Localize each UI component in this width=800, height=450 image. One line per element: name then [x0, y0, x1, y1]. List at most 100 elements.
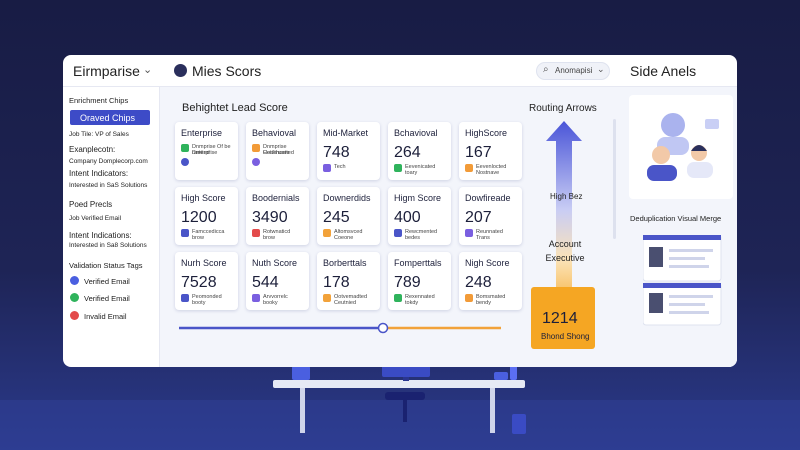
card-value: 1200	[181, 209, 217, 226]
chip-button[interactable]	[70, 110, 150, 125]
card-caption: Dnmprise Of be ruwited	[192, 144, 231, 156]
routing-caption: Bhond Shong	[541, 332, 590, 341]
card-caption: Eevenicated	[405, 164, 436, 170]
score-card[interactable]: Higm Score 400 Rewcmented bedes	[388, 187, 451, 245]
card-icon	[394, 294, 402, 302]
card-caption: Bomsmated	[476, 294, 506, 300]
card-value: 248	[465, 274, 492, 291]
card-value: 167	[465, 144, 492, 161]
score-box	[531, 287, 595, 349]
app-window: Eirmparise ⌄ Mies Scors ⌕ Anomapisi ⌄ Si…	[63, 55, 737, 367]
score-card[interactable]: Mid-Market 748 Tech	[317, 122, 380, 180]
card-label: Boodernials	[252, 193, 300, 203]
enrichment-line: Interested in SaS Solutions	[69, 182, 148, 189]
card-caption: Rewcmented	[405, 229, 438, 235]
card-label: Enterprise	[181, 128, 223, 138]
card-label: Borberttals	[323, 258, 367, 268]
score-card[interactable]: Nigh Score 248 Bomsmated bendy	[459, 252, 522, 310]
card-icon	[181, 144, 189, 152]
valid-icon	[70, 276, 79, 285]
score-card[interactable]: Behavioval Dnmprise Cotteruwited Healthcar…	[246, 122, 309, 180]
card-caption: booty	[192, 300, 206, 306]
card-value: 245	[323, 209, 350, 226]
merge-cards	[643, 235, 722, 326]
card-icon	[465, 164, 473, 172]
section-title: Enrichment Chips	[69, 96, 129, 105]
score-card[interactable]: Downerdids 245 Altomsvced Coeone	[317, 187, 380, 245]
preview-line: Interested in Sa8 Solutions	[69, 242, 147, 249]
score-card[interactable]: Boodernials 3490 Rotwnaticd brow	[246, 187, 309, 245]
routing-arrow	[531, 121, 595, 349]
card-value: 178	[323, 274, 350, 291]
workspace-menu[interactable]: Eirmparise	[73, 63, 140, 79]
card-label: Nigh Score	[465, 258, 510, 268]
card-label: Bchavioval	[394, 128, 438, 138]
card-caption: Coeone	[334, 235, 354, 241]
card-value: 7528	[181, 274, 217, 291]
card-icon	[252, 144, 260, 152]
chair-post	[403, 400, 407, 422]
enrichment-line: Exanplecotn:	[69, 145, 116, 154]
score-card[interactable]: HighScore 167 Eevenlocted Nostnave	[459, 122, 522, 180]
score-card[interactable]: Dowfireade 207 Reunnated Trans	[459, 187, 522, 245]
card-label: High Score	[181, 193, 226, 203]
mug	[494, 372, 508, 380]
card-caption: Trans	[476, 235, 490, 241]
card-value: 207	[465, 209, 492, 226]
chip-button-label: Oraved Chips	[80, 113, 136, 123]
section-title: Validation Status Tags	[69, 261, 143, 270]
card-icon	[323, 294, 331, 302]
scrollbar[interactable]	[613, 119, 616, 239]
preview-line: Job Verified Email	[69, 215, 122, 222]
card-caption: Nostnave	[476, 170, 500, 176]
card-caption: brow	[192, 235, 204, 241]
routing-level: High Bez	[550, 192, 583, 201]
card-label: Behavioval	[252, 128, 297, 138]
card-caption: Rotwnaticd	[263, 229, 291, 235]
card-caption: Rexennated	[405, 294, 435, 300]
card-icon	[465, 229, 473, 237]
card-value: 789	[394, 274, 421, 291]
routing-title: Routing Arrows	[529, 103, 597, 114]
search-box[interactable]	[536, 62, 610, 80]
card-label: Downerdids	[323, 193, 371, 203]
valid-icon	[70, 293, 79, 302]
dedup-title: Deduplication Visual Merge	[630, 214, 722, 223]
search-icon: ⌕	[543, 64, 549, 75]
chevron: ⌄	[597, 64, 605, 74]
card-label: Higm Score	[394, 193, 442, 203]
card-caption: Peomonded	[192, 294, 222, 300]
section-title: Poed Precls	[69, 200, 113, 209]
chair-seat	[385, 392, 425, 400]
card-icon	[394, 229, 402, 237]
card-label: Mid-Market	[323, 128, 369, 138]
score-card[interactable]: Enterprise Dnmprise Of be ruwited Dnterpri…	[175, 122, 238, 180]
slider-knob[interactable]	[377, 322, 389, 334]
score-card[interactable]: Fomperttals 789 Rexennated tokdy	[388, 252, 451, 310]
enrichment-line: Job Tile: VP of Sales	[69, 131, 129, 138]
card-icon	[394, 164, 402, 172]
score-card[interactable]: Borberttals 178 Ootvemadted Ceutnied	[317, 252, 380, 310]
card-caption: toary	[405, 170, 418, 176]
score-card[interactable]: Nuth Score 544 Arvvorrelc booky	[246, 252, 309, 310]
plant-pot	[292, 366, 310, 380]
app-logo	[174, 64, 187, 77]
card-caption: Healthcare	[263, 150, 290, 156]
card-icon	[252, 158, 260, 166]
score-card[interactable]: Bchavioval 264 Eevenicated toary	[388, 122, 451, 180]
card-caption: Tech	[334, 164, 346, 170]
card-caption: Dnmprise Cotteruwited	[263, 144, 294, 156]
desk-leg	[300, 388, 305, 433]
score-card[interactable]: High Score 1200 Famccedicca brow	[175, 187, 238, 245]
tag-label: Verified Email	[84, 294, 130, 303]
score-slider[interactable]	[175, 321, 505, 335]
sidebar	[63, 87, 160, 367]
chevron: ⌄	[143, 64, 153, 76]
card-caption: Reunnated	[476, 229, 503, 235]
card-icon	[181, 229, 189, 237]
score-card[interactable]: Nurh Score 7528 Peomonded booty	[175, 252, 238, 310]
preview-line: Intent Indications:	[69, 231, 132, 240]
arrow-shape	[546, 121, 582, 319]
routing-target: Account Executive	[545, 239, 585, 263]
